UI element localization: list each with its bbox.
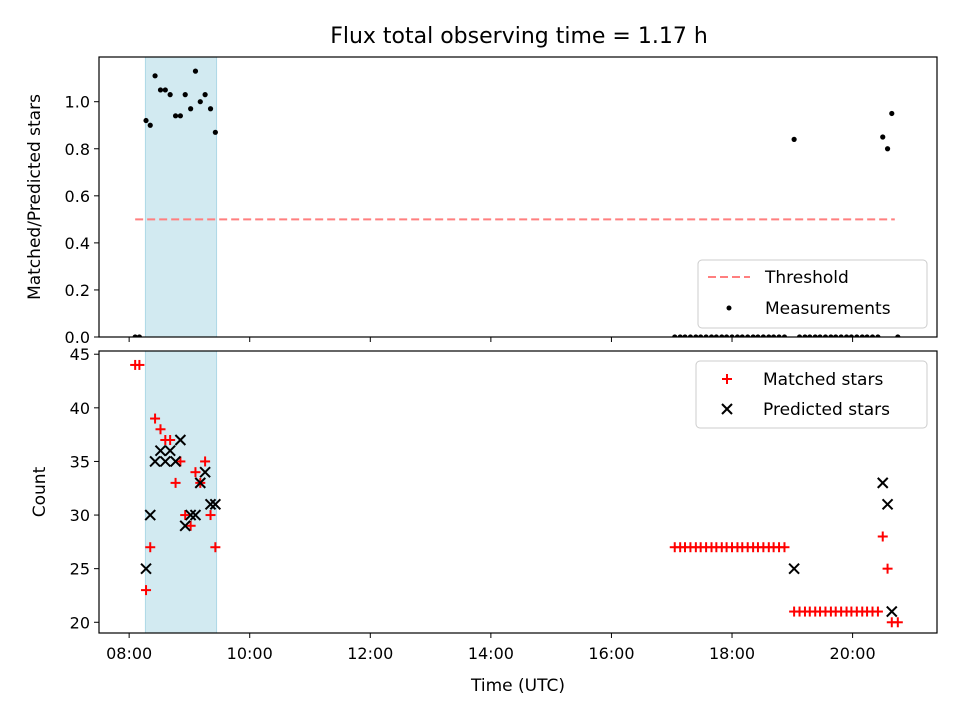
- measurement-point: [168, 92, 173, 97]
- measurement-point: [163, 87, 168, 92]
- predicted-stars-series: [141, 435, 897, 617]
- ratio-y-axis-label: Matched/Predicted stars: [25, 94, 45, 300]
- count-x-ticks: 08:00 10:00 12:00 14:00 16:00 18:00 20:00: [106, 633, 876, 663]
- count-y-ticks: 20 25 30 35 40 45: [70, 345, 99, 632]
- y-tick-label: 0.6: [65, 187, 90, 206]
- count-y-axis-label: Count: [30, 466, 50, 517]
- x-tick-label: 18:00: [709, 644, 755, 663]
- matched-star-point: [883, 564, 893, 574]
- x-tick-label: 20:00: [830, 644, 876, 663]
- measurement-point: [885, 146, 890, 151]
- measurement-point: [158, 87, 163, 92]
- measurement-point: [208, 106, 213, 111]
- x-tick-label: 10:00: [227, 644, 273, 663]
- y-tick-label: 35: [70, 452, 90, 471]
- y-tick-label: 45: [70, 345, 90, 364]
- y-tick-label: 1.0: [65, 93, 90, 112]
- legend-measurements-swatch: [727, 306, 732, 311]
- y-tick-label: 0.8: [65, 140, 90, 159]
- y-tick-label: 0.4: [65, 234, 90, 253]
- matched-star-point: [878, 531, 888, 541]
- measurement-point: [193, 69, 198, 74]
- x-tick-label: 12:00: [347, 644, 393, 663]
- chart-title: Flux total observing time = 1.17 h: [330, 24, 708, 49]
- x-tick-label: 08:00: [106, 644, 152, 663]
- ratio-highlight-band: [145, 57, 216, 337]
- ratio-x-ticks: [129, 337, 852, 342]
- legend-measurements-label: Measurements: [765, 299, 891, 319]
- matched-star-point: [779, 542, 789, 552]
- predicted-star-point: [878, 478, 888, 488]
- measurement-point: [198, 99, 203, 104]
- count-legend: Matched stars Predicted stars: [696, 361, 927, 428]
- predicted-star-point: [789, 564, 799, 574]
- count-highlight-band: [145, 351, 216, 633]
- measurement-point: [173, 113, 178, 118]
- measurement-point: [178, 113, 183, 118]
- measurement-point: [152, 73, 157, 78]
- y-tick-label: 40: [70, 399, 90, 418]
- measurement-point: [880, 134, 885, 139]
- measurement-point: [188, 106, 193, 111]
- measurement-point: [183, 92, 188, 97]
- predicted-star-point: [887, 607, 897, 617]
- matched-star-point: [893, 617, 903, 627]
- y-tick-label: 20: [70, 613, 90, 632]
- count-panel: 20 25 30 35 40 45 08:00 10:00 12:00 14:00 16:00 18…: [30, 345, 937, 696]
- y-tick-label: 30: [70, 506, 90, 525]
- x-tick-label: 14:00: [468, 644, 514, 663]
- y-tick-label: 25: [70, 560, 90, 579]
- ratio-legend: Threshold Measurements: [698, 260, 927, 328]
- matched-star-point: [873, 607, 883, 617]
- legend-threshold-label: Threshold: [764, 268, 849, 288]
- y-tick-label: 0.0: [65, 328, 90, 347]
- measurement-point: [203, 92, 208, 97]
- measurement-point: [213, 130, 218, 135]
- measurement-point: [143, 118, 148, 123]
- measurement-point: [792, 137, 797, 142]
- count-x-axis-label: Time (UTC): [470, 676, 565, 696]
- ratio-panel: 0.0 0.2 0.4 0.6 0.8 1.0 Matched/Predicted sta…: [25, 57, 937, 347]
- ratio-y-ticks: 0.0 0.2 0.4 0.6 0.8 1.0: [65, 93, 99, 347]
- legend-predicted-label: Predicted stars: [763, 400, 890, 420]
- predicted-star-point: [883, 499, 893, 509]
- y-tick-label: 0.2: [65, 281, 90, 300]
- measurement-point: [889, 111, 894, 116]
- measurement-point: [148, 123, 153, 128]
- x-tick-label: 16:00: [588, 644, 634, 663]
- legend-matched-label: Matched stars: [763, 370, 883, 390]
